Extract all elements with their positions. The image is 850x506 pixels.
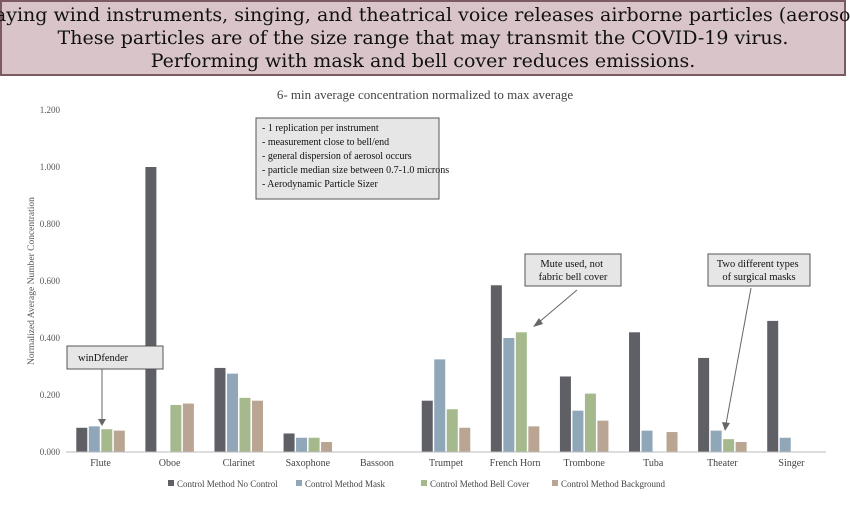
- bar-clarinet-3: [251, 400, 263, 452]
- y-axis-label: Normalized Average Number Concentration: [27, 197, 37, 365]
- bar-trumpet-0: [421, 400, 433, 452]
- x-tick-label: Singer: [778, 458, 805, 469]
- x-tick-label: Trombone: [564, 458, 606, 469]
- note-line-2: - measurement close to bell/end: [262, 137, 389, 148]
- x-tick-label: Tuba: [643, 458, 664, 469]
- bar-saxophone-3: [321, 442, 333, 452]
- y-tick-label: 1.000: [40, 162, 61, 172]
- legend-swatch-2: [421, 480, 427, 486]
- chart-title: 6- min average concentration normalized …: [277, 87, 574, 102]
- windfender-label: winDfender: [78, 353, 129, 364]
- note-line-5: - Aerodynamic Particle Sizer: [262, 179, 378, 190]
- bar-flute-3: [113, 430, 125, 452]
- bar-clarinet-0: [214, 367, 226, 452]
- windfender-callout: winDfender: [66, 345, 164, 426]
- bar-theater-2: [723, 439, 735, 452]
- bar-french-horn-0: [490, 285, 502, 452]
- svg-text:- 1 replication per instrument: - 1 replication per instrument - measure…: [262, 123, 452, 190]
- headline-line-3: Performing with mask and bell cover redu…: [150, 49, 696, 72]
- bar-french-horn-1: [503, 338, 515, 452]
- y-tick-label: 0.400: [40, 333, 61, 343]
- x-tick-label: Oboe: [159, 458, 181, 469]
- svg-text:Mute used, not fabric be: Mute used, not fabric bell cover: [539, 259, 608, 283]
- bar-trombone-3: [597, 420, 609, 452]
- x-axis-ticks: Flute Oboe Clarinet Saxophone Bassoon Trumpet…: [90, 458, 805, 469]
- legend-label-3: Control Method Background: [561, 479, 665, 489]
- bar-french-horn-3: [528, 426, 540, 452]
- bar-saxophone-2: [308, 437, 320, 452]
- headline-banner: Playing wind instruments, singing, and t…: [0, 0, 850, 76]
- bar-trumpet-2: [446, 409, 458, 452]
- bar-trumpet-3: [459, 427, 471, 452]
- legend-swatch-3: [552, 480, 558, 486]
- mute-label-2: fabric bell cover: [539, 272, 608, 283]
- bar-theater-1: [710, 430, 722, 452]
- y-tick-label: 0.600: [40, 276, 61, 286]
- legend: Control Method No Control Control Method …: [168, 479, 665, 489]
- y-axis-ticks: 0.000 0.200 0.400 0.600 0.800 1.000 1.200: [40, 105, 61, 457]
- bar-clarinet-2: [239, 397, 251, 452]
- bar-french-horn-2: [515, 332, 527, 452]
- legend-swatch-0: [168, 480, 174, 486]
- bar-oboe-2: [170, 404, 182, 452]
- x-tick-label: Trumpet: [429, 458, 463, 469]
- notes-box: - 1 replication per instrument - measure…: [255, 117, 452, 200]
- legend-label-2: Control Method Bell Cover: [430, 479, 529, 489]
- bar-tuba-1: [641, 430, 653, 452]
- bar-singer-1: [779, 437, 791, 452]
- x-tick-label: Theater: [707, 458, 738, 469]
- bar-oboe-3: [182, 403, 194, 452]
- masks-label-1: Two different types: [717, 259, 799, 270]
- y-tick-label: 0.200: [40, 390, 61, 400]
- bar-trombone-2: [584, 393, 596, 452]
- x-tick-label: Bassoon: [360, 458, 394, 469]
- mute-callout: Mute used, not fabric bell cover: [524, 253, 622, 327]
- legend-swatch-1: [296, 480, 302, 486]
- headline-line-2: These particles are of the size range th…: [57, 26, 789, 49]
- bar-flute-1: [88, 426, 100, 452]
- bar-tuba-0: [629, 332, 641, 452]
- mute-label-1: Mute used, not: [540, 259, 603, 270]
- bar-oboe-0: [145, 167, 157, 452]
- bar-singer-0: [767, 320, 779, 452]
- x-tick-label: Saxophone: [286, 458, 331, 469]
- bar-tuba-3: [666, 432, 678, 452]
- bar-saxophone-1: [296, 437, 308, 452]
- bar-theater-3: [735, 442, 747, 452]
- legend-label-1: Control Method Mask: [305, 479, 385, 489]
- y-tick-label: 1.200: [40, 105, 61, 115]
- x-tick-label: Flute: [90, 458, 111, 469]
- bar-trumpet-1: [434, 359, 446, 452]
- x-tick-label: Clarinet: [223, 458, 255, 469]
- bars-group: [76, 167, 791, 452]
- note-line-1: - 1 replication per instrument: [262, 123, 379, 134]
- y-tick-label: 0.800: [40, 219, 61, 229]
- bar-flute-0: [76, 427, 88, 452]
- bar-trombone-1: [572, 410, 584, 452]
- note-line-3: - general dispersion of aerosol occurs: [262, 151, 412, 162]
- bar-trombone-0: [559, 376, 571, 452]
- masks-callout: Two different types of surgical masks: [707, 253, 811, 431]
- bar-clarinet-1: [226, 373, 238, 452]
- headline-line-1: Playing wind instruments, singing, and t…: [0, 3, 850, 26]
- bar-saxophone-0: [283, 433, 295, 452]
- note-line-4: - particle median size between 0.7-1.0 m…: [262, 165, 449, 176]
- legend-label-0: Control Method No Control: [177, 479, 278, 489]
- x-tick-label: French Horn: [490, 458, 541, 469]
- masks-label-2: of surgical masks: [722, 272, 795, 283]
- bar-flute-2: [101, 429, 113, 452]
- bar-theater-0: [698, 357, 710, 452]
- y-tick-label: 0.000: [40, 447, 61, 457]
- svg-text:Two different types of s: Two different types of surgical masks: [717, 259, 802, 283]
